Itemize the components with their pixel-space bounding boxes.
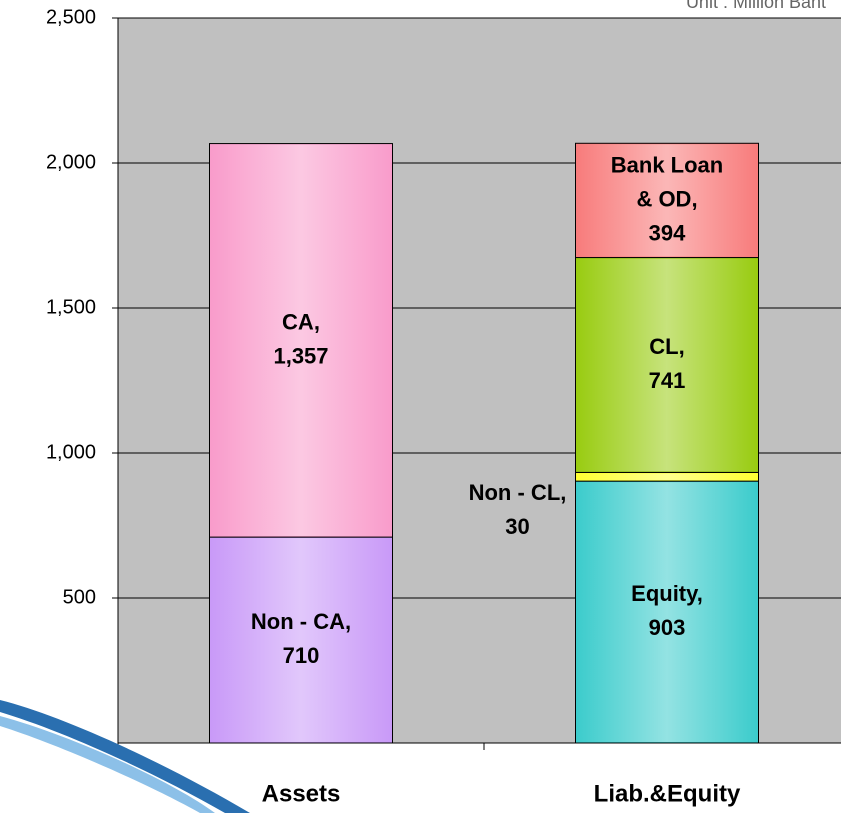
label-part: 394	[649, 220, 686, 245]
decor-swoosh	[0, 700, 250, 813]
data-label: CA, 1,357	[273, 309, 328, 368]
data-label: Non - CA, 710	[251, 609, 351, 668]
decor-swoosh	[0, 716, 215, 813]
x-tick-label: Assets	[262, 780, 341, 807]
data-label: Bank Loan & OD, 394	[611, 152, 723, 245]
bar-segment	[575, 480, 759, 744]
x-tick-label: Liab.&Equity	[594, 780, 741, 807]
data-label: Non - CL, 30	[469, 480, 567, 539]
label-line: CA,	[282, 309, 320, 334]
bar-segment	[209, 536, 393, 744]
y-tick-label: 2,500	[46, 6, 96, 28]
label-line: Non - CL,	[469, 480, 567, 505]
bar-segment	[575, 257, 759, 473]
bar-segment	[575, 471, 759, 482]
label-part: 1,357	[273, 343, 328, 368]
label-part: CA,	[282, 309, 320, 334]
label-line: CL,	[649, 334, 684, 359]
label-line: 30	[505, 514, 529, 539]
bar-segment	[209, 143, 393, 538]
y-tick-label: 2,000	[46, 151, 96, 173]
label-part: CL,	[649, 334, 684, 359]
label-part: 741	[649, 368, 686, 393]
label-line: Bank Loan	[611, 152, 723, 177]
data-label: Equity, 903	[631, 581, 703, 640]
label-line: 710	[283, 643, 320, 668]
label-line: 394	[649, 220, 686, 245]
label-part: Non - CL,	[469, 480, 567, 505]
y-tick-label: 1,000	[46, 441, 96, 463]
label-line: Equity,	[631, 581, 703, 606]
label-part: Non - CA,	[251, 609, 351, 634]
label-line: 741	[649, 368, 686, 393]
label-line: & OD,	[636, 186, 697, 211]
label-line: 903	[649, 615, 686, 640]
label-part: 30	[505, 514, 529, 539]
y-tick-label: 1,500	[46, 296, 96, 318]
label-line: 1,357	[273, 343, 328, 368]
label-line: Non - CA,	[251, 609, 351, 634]
label-part: Bank Loan & OD,	[611, 152, 723, 211]
subtitle: Unit : Million Baht	[686, 0, 826, 12]
label-part: 710	[283, 643, 320, 668]
label-part: 903	[649, 615, 686, 640]
label-part: Equity,	[631, 581, 703, 606]
y-tick-label: 500	[63, 586, 96, 608]
data-label: CL, 741	[649, 334, 686, 393]
